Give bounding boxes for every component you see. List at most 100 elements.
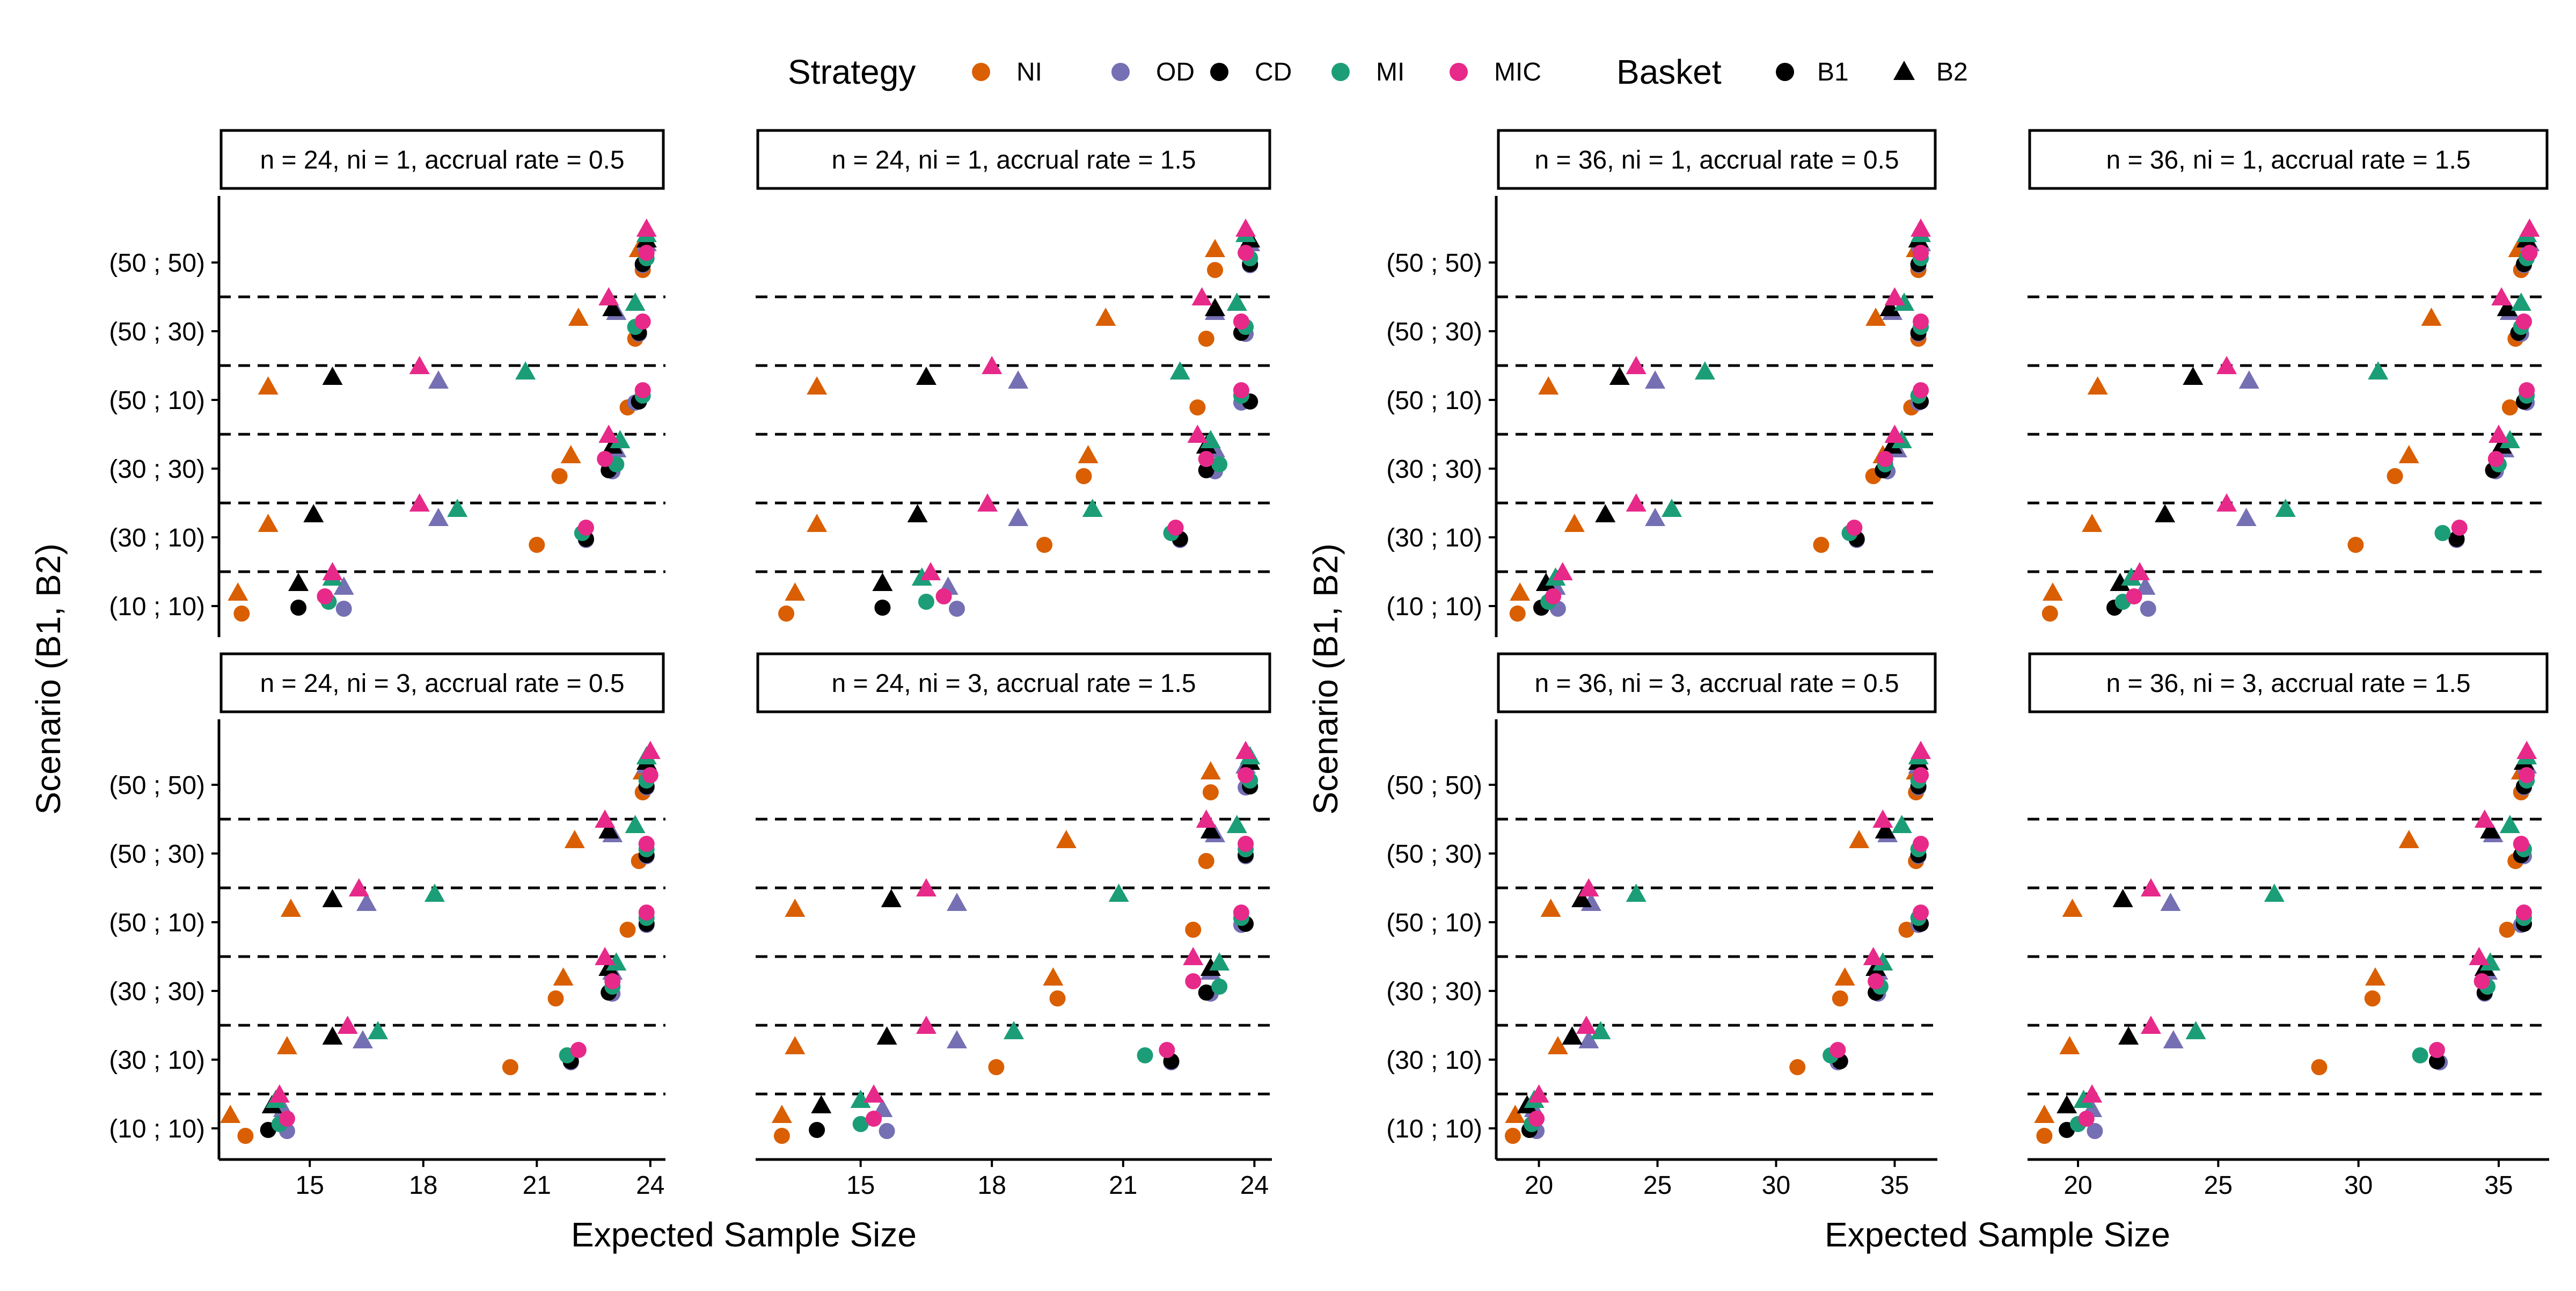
point-mic-b2 [2474, 809, 2495, 828]
point-cd-b2 [1200, 820, 1221, 838]
point-mi-b2 [1694, 361, 1715, 380]
point-cd-b2 [322, 367, 343, 385]
point-ni-b1 [1189, 399, 1206, 415]
point-mic-b1 [1913, 767, 1929, 783]
point-mic-b2 [1196, 809, 1217, 828]
point-mic-b2 [863, 1084, 884, 1103]
point-ni-b2 [785, 899, 806, 917]
point-mic-b1 [638, 836, 655, 852]
point-cd-b2 [1882, 435, 1903, 454]
panel-strip-label: n = 36, ni = 1, accrual rate = 0.5 [1534, 146, 1899, 174]
point-od-b1 [2087, 1123, 2103, 1139]
point-mic-b1 [2515, 313, 2532, 330]
panel-7: n = 36, ni = 3, accrual rate = 0.5 (10 ; … [1386, 652, 1937, 1200]
point-ni-b1 [1207, 262, 1224, 278]
point-cd-b2 [303, 504, 324, 522]
y-tick-label: (50 ; 10) [109, 909, 205, 937]
point-ni-b2 [2087, 376, 2108, 395]
point-mic-b2 [2491, 287, 2512, 305]
point-mic-b2 [598, 287, 619, 305]
point-mic-b1 [2451, 520, 2468, 536]
legend-basket-title: Basket [1616, 53, 1722, 91]
point-ni-b2 [1095, 308, 1116, 326]
point-mic-b2 [595, 809, 616, 828]
legend-item-ni: NI [972, 58, 1042, 86]
point-cd-b2 [872, 573, 893, 591]
y-tick-label: (50 ; 30) [1386, 318, 1482, 346]
point-mic-b2 [1235, 218, 1256, 237]
point-ni-b1 [2311, 1059, 2328, 1075]
panel-strip-box [756, 652, 1271, 713]
point-ni-b2 [1510, 582, 1531, 601]
point-mic-b1 [642, 767, 658, 783]
point-ni-b2 [2059, 1036, 2080, 1054]
point-ni-b1 [237, 1128, 254, 1144]
y-tick-label: (50 ; 10) [1386, 386, 1482, 415]
point-ni-b2 [1056, 830, 1077, 848]
point-od-b2 [2236, 508, 2257, 526]
point-ni-b1 [1049, 990, 1066, 1006]
point-ni-b1 [551, 468, 568, 484]
point-mic-b2 [322, 562, 343, 580]
point-cd-b2 [1562, 1026, 1583, 1045]
point-ni-b1 [1509, 606, 1526, 622]
panel-points [778, 218, 1261, 622]
point-mic-b1 [638, 905, 655, 921]
point-od-b2 [2238, 370, 2259, 389]
legend-strategy-items: NI OD CD MI MIC [972, 58, 1541, 86]
point-od-b1 [2140, 601, 2156, 617]
point-mic-b1 [1159, 1042, 1175, 1058]
point-mic-b1 [2513, 836, 2529, 852]
point-ni-b1 [1036, 537, 1053, 553]
point-mic-b2 [2516, 741, 2537, 759]
point-ni-b1 [1185, 922, 1202, 938]
point-mic-b1 [634, 382, 651, 398]
point-ni-b1 [778, 606, 795, 622]
y-tick-label: (30 ; 10) [109, 524, 205, 552]
panel-strip: n = 36, ni = 1, accrual rate = 1.5 [2028, 129, 2549, 190]
legend-marker-od [1111, 63, 1130, 81]
y-tick-label: (30 ; 30) [1386, 455, 1482, 484]
point-od-b2 [333, 577, 354, 595]
point-ni-b2 [2398, 445, 2419, 463]
panel-strip-label: n = 24, ni = 1, accrual rate = 1.5 [831, 146, 1196, 174]
point-cd-b2 [907, 504, 928, 522]
point-mic-b1 [1868, 973, 1884, 989]
x-tick-label: 30 [2344, 1171, 2373, 1200]
point-ni-b1 [773, 1128, 790, 1144]
y-tick-label: (30 ; 10) [109, 1046, 205, 1075]
point-ni-b2 [560, 445, 581, 463]
panel-6: n = 24, ni = 3, accrual rate = 1.5 15 18 21… [756, 652, 1272, 1200]
point-mic-b2 [1187, 425, 1208, 443]
panel-strip-box [219, 129, 665, 190]
x-axis-title-left: Expected Sample Size [571, 1215, 917, 1254]
point-mic-b2 [2216, 356, 2237, 374]
point-cd-b2 [881, 889, 902, 907]
point-ni-b1 [619, 922, 636, 938]
point-ni-b1 [1198, 853, 1214, 869]
point-mi-b2 [1200, 430, 1221, 448]
point-ni-b2 [276, 1036, 297, 1054]
point-mic-b1 [1913, 382, 1929, 398]
point-cd-b1 [290, 600, 307, 616]
x-tick-label: 24 [636, 1171, 664, 1200]
point-mic-b1 [1913, 836, 1929, 852]
point-ni-b1 [233, 606, 250, 622]
point-mi-b2 [2368, 361, 2389, 380]
point-cd-b2 [2183, 367, 2204, 385]
point-cd-b2 [916, 367, 936, 385]
point-ni-b1 [502, 1059, 518, 1075]
legend-item-mi: MI [1331, 58, 1404, 86]
point-mic-b2 [2488, 425, 2509, 443]
point-ni-b1 [2364, 990, 2381, 1006]
point-mic-b1 [2473, 973, 2490, 989]
point-mic-b2 [348, 878, 369, 896]
legend-label-ni: NI [1016, 58, 1042, 86]
point-mic-b1 [1238, 767, 1254, 783]
point-mic-b2 [1191, 287, 1212, 305]
point-ni-b2 [1564, 514, 1585, 532]
panel-strip-box [1497, 129, 1937, 190]
point-mic-b2 [598, 425, 619, 443]
point-od-b1 [949, 601, 965, 617]
panel-strip: n = 36, ni = 3, accrual rate = 0.5 [1497, 652, 1937, 713]
